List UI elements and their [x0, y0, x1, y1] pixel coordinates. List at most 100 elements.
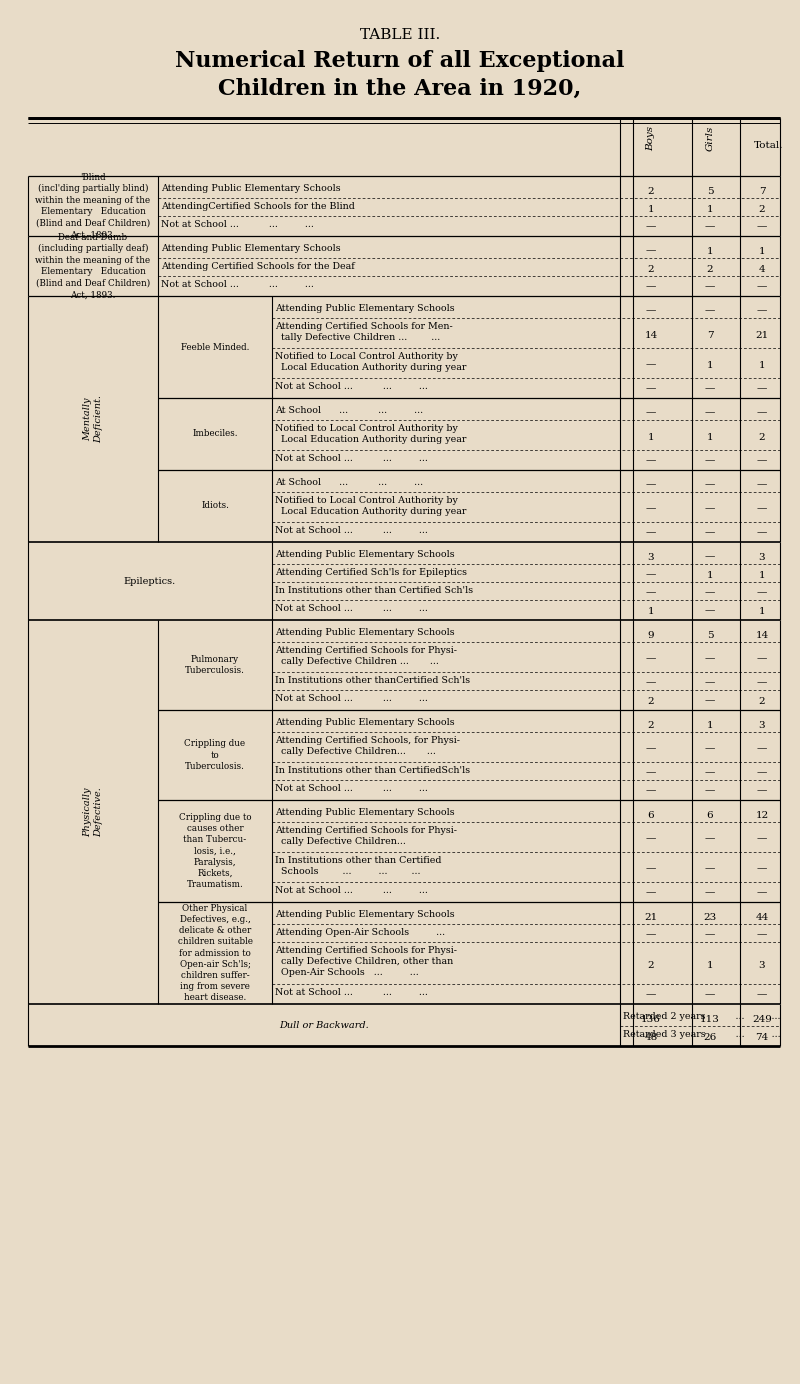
- Text: At School      ...          ...         ...: At School ... ... ...: [275, 477, 423, 487]
- Text: —: —: [646, 570, 656, 580]
- Text: 21: 21: [755, 331, 769, 339]
- Text: Children in the Area in 1920,: Children in the Area in 1920,: [218, 78, 582, 100]
- Text: —: —: [646, 385, 656, 393]
- Text: —: —: [646, 745, 656, 753]
- Text: 3: 3: [648, 552, 654, 562]
- Text: 1: 1: [706, 432, 714, 441]
- Text: Attending Certified Schools for Physi-
  cally Defective Children...: Attending Certified Schools for Physi- c…: [275, 826, 457, 846]
- Text: —: —: [757, 306, 767, 316]
- Text: Crippling due
to
Tuberculosis.: Crippling due to Tuberculosis.: [185, 739, 246, 771]
- Text: Not at School ...          ...         ...: Not at School ... ... ...: [275, 454, 428, 464]
- Text: 2: 2: [648, 960, 654, 970]
- Text: —: —: [646, 282, 656, 292]
- Text: —: —: [646, 588, 656, 598]
- Text: 136: 136: [641, 1014, 661, 1024]
- Text: Attending Public Elementary Schools: Attending Public Elementary Schools: [275, 911, 454, 919]
- Text: —: —: [757, 786, 767, 796]
- Text: —: —: [757, 529, 767, 537]
- Text: Retarded 2 years          ...         ...: Retarded 2 years ... ...: [623, 1012, 781, 1021]
- Text: 12: 12: [755, 811, 769, 819]
- Text: 1: 1: [758, 606, 766, 616]
- Text: Not at School ...          ...         ...: Not at School ... ... ...: [161, 220, 314, 228]
- Text: —: —: [646, 480, 656, 490]
- Text: —: —: [646, 246, 656, 256]
- Text: In Institutions other thanCertified Sch'ls: In Institutions other thanCertified Sch'…: [275, 675, 470, 685]
- Text: Notified to Local Control Authority by
  Local Education Authority during year: Notified to Local Control Authority by L…: [275, 424, 466, 444]
- Text: —: —: [646, 457, 656, 465]
- Text: —: —: [705, 529, 715, 537]
- Text: —: —: [646, 889, 656, 897]
- Text: 7: 7: [706, 331, 714, 339]
- Text: —: —: [757, 282, 767, 292]
- Text: Feeble Minded.: Feeble Minded.: [181, 342, 249, 352]
- Text: Not at School ...          ...         ...: Not at School ... ... ...: [275, 603, 428, 613]
- Text: —: —: [757, 588, 767, 598]
- Text: —: —: [757, 457, 767, 465]
- Text: —: —: [646, 930, 656, 940]
- Text: Attending Certified Sch'ls for Epileptics: Attending Certified Sch'ls for Epileptic…: [275, 567, 467, 577]
- Text: TABLE III.: TABLE III.: [360, 28, 440, 42]
- Text: —: —: [757, 408, 767, 418]
- Text: 2: 2: [758, 432, 766, 441]
- Text: —: —: [705, 745, 715, 753]
- Text: Attending Public Elementary Schools: Attending Public Elementary Schools: [275, 718, 454, 727]
- Text: 'Blind
(incl'ding partially blind)
within the meaning of the
Elementary   Educat: 'Blind (incl'ding partially blind) withi…: [35, 173, 150, 239]
- Text: 1: 1: [758, 360, 766, 370]
- Text: Not at School ...          ...         ...: Not at School ... ... ...: [275, 382, 428, 392]
- Text: —: —: [705, 678, 715, 688]
- Text: —: —: [705, 930, 715, 940]
- Text: 5: 5: [706, 631, 714, 639]
- Text: —: —: [705, 696, 715, 706]
- Text: —: —: [705, 306, 715, 316]
- Text: 1: 1: [648, 432, 654, 441]
- Text: —: —: [705, 552, 715, 562]
- Text: —: —: [757, 223, 767, 231]
- Text: 2: 2: [758, 205, 766, 213]
- Text: Boys: Boys: [646, 126, 655, 151]
- Text: —: —: [757, 655, 767, 663]
- Text: —: —: [646, 835, 656, 843]
- Text: 3: 3: [758, 552, 766, 562]
- Text: 1: 1: [758, 570, 766, 580]
- Text: —: —: [705, 408, 715, 418]
- Text: 23: 23: [703, 912, 717, 922]
- Text: Crippling due to
causes other
than Tubercu-
losis, i.e.,
Paralysis,
Rickets,
Tra: Crippling due to causes other than Tuber…: [178, 814, 251, 889]
- Text: Attending Public Elementary Schools: Attending Public Elementary Schools: [275, 304, 454, 313]
- Text: 1: 1: [706, 721, 714, 729]
- Text: 113: 113: [700, 1014, 720, 1024]
- Text: —: —: [757, 930, 767, 940]
- Text: —: —: [757, 385, 767, 393]
- Text: —: —: [757, 991, 767, 999]
- Text: —: —: [646, 786, 656, 796]
- Text: 26: 26: [703, 1032, 717, 1042]
- Text: 1: 1: [648, 205, 654, 213]
- Text: 1: 1: [648, 606, 654, 616]
- Text: —: —: [705, 768, 715, 778]
- Text: —: —: [705, 865, 715, 873]
- Text: —: —: [705, 457, 715, 465]
- Text: —: —: [646, 768, 656, 778]
- Text: 1: 1: [706, 205, 714, 213]
- Text: 1: 1: [706, 360, 714, 370]
- Text: Attending Open-Air Schools         ...: Attending Open-Air Schools ...: [275, 929, 445, 937]
- Text: Attending Certified Schools for the Deaf: Attending Certified Schools for the Deaf: [161, 262, 354, 271]
- Text: 1: 1: [706, 246, 714, 256]
- Text: —: —: [705, 655, 715, 663]
- Text: Not at School ...          ...         ...: Not at School ... ... ...: [275, 693, 428, 703]
- Text: —: —: [705, 223, 715, 231]
- Text: Attending Public Elementary Schools: Attending Public Elementary Schools: [161, 244, 341, 253]
- Text: 9: 9: [648, 631, 654, 639]
- Text: —: —: [705, 786, 715, 796]
- Text: 1: 1: [706, 960, 714, 970]
- Text: Not at School ...          ...         ...: Not at School ... ... ...: [275, 783, 428, 793]
- Text: Total.: Total.: [754, 141, 783, 151]
- Text: Retarded 3 years          ...         ...: Retarded 3 years ... ...: [623, 1030, 781, 1039]
- Text: 14: 14: [644, 331, 658, 339]
- Text: 1: 1: [706, 570, 714, 580]
- Text: Attending Public Elementary Schools: Attending Public Elementary Schools: [275, 628, 454, 637]
- Text: 48: 48: [644, 1032, 658, 1042]
- Text: —: —: [757, 745, 767, 753]
- Text: —: —: [646, 991, 656, 999]
- Text: —: —: [705, 606, 715, 616]
- Text: 5: 5: [706, 187, 714, 195]
